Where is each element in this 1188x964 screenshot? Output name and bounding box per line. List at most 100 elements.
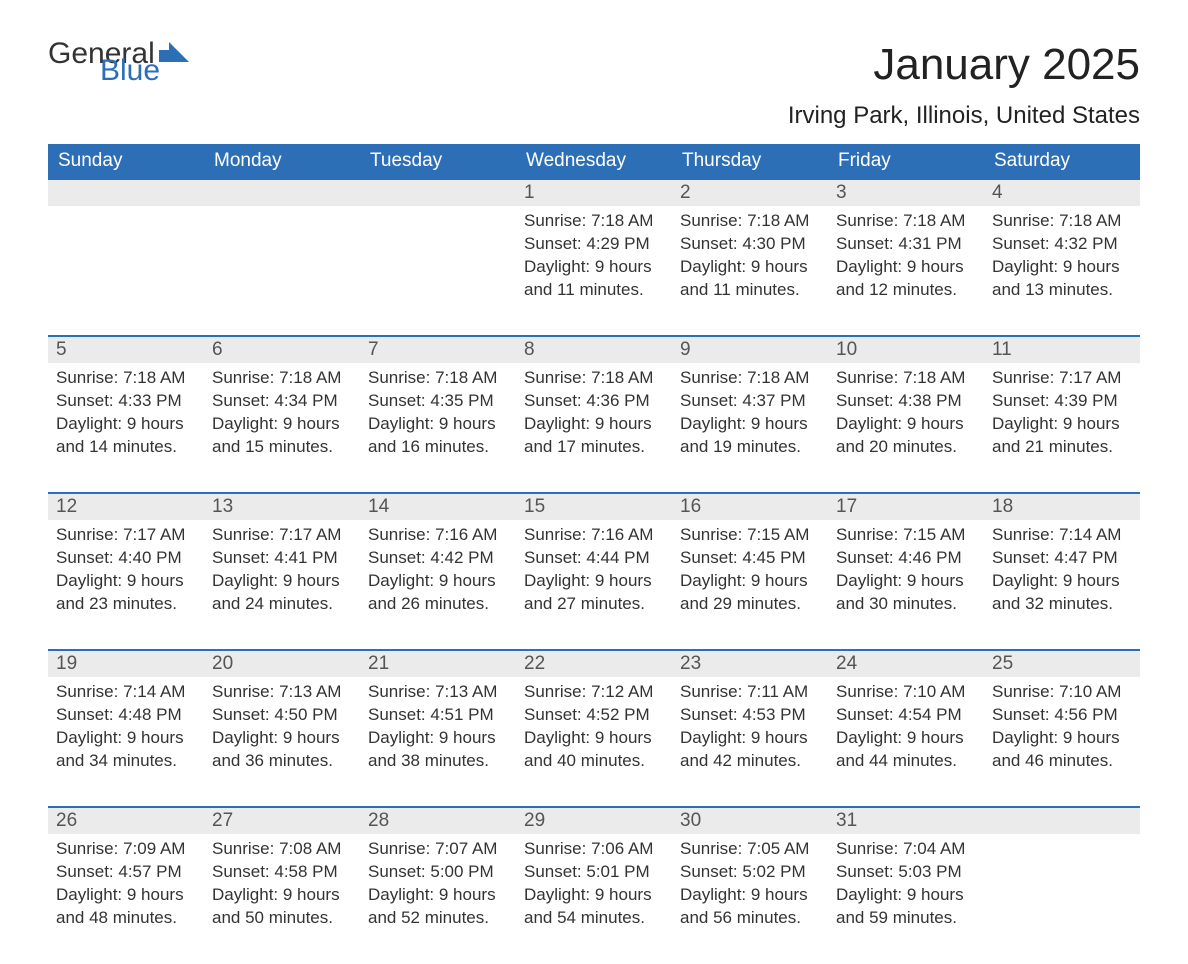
day-content-cell: Sunrise: 7:09 AMSunset: 4:57 PMDaylight:… — [48, 834, 204, 964]
day-content-cell: Sunrise: 7:11 AMSunset: 4:53 PMDaylight:… — [672, 677, 828, 807]
day-number-cell: 21 — [360, 650, 516, 677]
day-number: 11 — [992, 339, 1012, 360]
daylight-line: Daylight: 9 hours and 50 minutes. — [212, 884, 352, 930]
day-number-cell: 8 — [516, 336, 672, 363]
weekday-header-row: SundayMondayTuesdayWednesdayThursdayFrid… — [48, 144, 1140, 179]
daylight-line: Daylight: 9 hours and 16 minutes. — [368, 413, 508, 459]
sunrise-line: Sunrise: 7:07 AM — [368, 838, 508, 861]
sunrise-line: Sunrise: 7:18 AM — [680, 210, 820, 233]
sunrise-line: Sunrise: 7:18 AM — [524, 367, 664, 390]
daylight-line: Daylight: 9 hours and 38 minutes. — [368, 727, 508, 773]
sunrise-line: Sunrise: 7:18 AM — [680, 367, 820, 390]
daylight-line: Daylight: 9 hours and 34 minutes. — [56, 727, 196, 773]
daylight-line: Daylight: 9 hours and 19 minutes. — [680, 413, 820, 459]
day-number: 31 — [836, 810, 857, 831]
day-content-cell: Sunrise: 7:17 AMSunset: 4:41 PMDaylight:… — [204, 520, 360, 650]
day-number-cell: 13 — [204, 493, 360, 520]
sunrise-line: Sunrise: 7:17 AM — [56, 524, 196, 547]
sunset-line: Sunset: 4:35 PM — [368, 390, 508, 413]
sunset-line: Sunset: 5:02 PM — [680, 861, 820, 884]
daylight-line: Daylight: 9 hours and 29 minutes. — [680, 570, 820, 616]
sunset-line: Sunset: 4:44 PM — [524, 547, 664, 570]
daylight-line: Daylight: 9 hours and 44 minutes. — [836, 727, 976, 773]
sunrise-line: Sunrise: 7:04 AM — [836, 838, 976, 861]
daylight-line: Daylight: 9 hours and 17 minutes. — [524, 413, 664, 459]
calendar-body: 1234Sunrise: 7:18 AMSunset: 4:29 PMDayli… — [48, 179, 1140, 964]
daylight-line: Daylight: 9 hours and 46 minutes. — [992, 727, 1132, 773]
brand-logo: General Blue — [48, 40, 189, 84]
day-content-cell: Sunrise: 7:18 AMSunset: 4:30 PMDaylight:… — [672, 206, 828, 336]
weekday-header: Friday — [828, 144, 984, 179]
day-number-cell: 15 — [516, 493, 672, 520]
sunrise-line: Sunrise: 7:06 AM — [524, 838, 664, 861]
day-content-cell — [984, 834, 1140, 964]
day-number-cell: 17 — [828, 493, 984, 520]
sunrise-line: Sunrise: 7:14 AM — [992, 524, 1132, 547]
day-number: 12 — [56, 496, 77, 517]
daynum-row: 567891011 — [48, 336, 1140, 363]
day-number: 6 — [212, 339, 223, 360]
daylight-line: Daylight: 9 hours and 12 minutes. — [836, 256, 976, 302]
weekday-header: Saturday — [984, 144, 1140, 179]
daylight-line: Daylight: 9 hours and 56 minutes. — [680, 884, 820, 930]
sunset-line: Sunset: 4:47 PM — [992, 547, 1132, 570]
sunrise-line: Sunrise: 7:12 AM — [524, 681, 664, 704]
day-number-cell: 22 — [516, 650, 672, 677]
day-content-cell: Sunrise: 7:17 AMSunset: 4:39 PMDaylight:… — [984, 363, 1140, 493]
sunset-line: Sunset: 4:53 PM — [680, 704, 820, 727]
daylight-line: Daylight: 9 hours and 21 minutes. — [992, 413, 1132, 459]
day-content-cell: Sunrise: 7:18 AMSunset: 4:37 PMDaylight:… — [672, 363, 828, 493]
day-content-cell: Sunrise: 7:18 AMSunset: 4:36 PMDaylight:… — [516, 363, 672, 493]
day-number-cell: 6 — [204, 336, 360, 363]
day-number-cell: 20 — [204, 650, 360, 677]
daylight-line: Daylight: 9 hours and 11 minutes. — [524, 256, 664, 302]
sunrise-line: Sunrise: 7:10 AM — [992, 681, 1132, 704]
sunset-line: Sunset: 5:01 PM — [524, 861, 664, 884]
sunset-line: Sunset: 4:42 PM — [368, 547, 508, 570]
content-row: Sunrise: 7:14 AMSunset: 4:48 PMDaylight:… — [48, 677, 1140, 807]
day-content-cell: Sunrise: 7:14 AMSunset: 4:48 PMDaylight:… — [48, 677, 204, 807]
day-number-cell — [204, 179, 360, 206]
sunset-line: Sunset: 4:56 PM — [992, 704, 1132, 727]
day-number-cell: 11 — [984, 336, 1140, 363]
sunrise-line: Sunrise: 7:18 AM — [368, 367, 508, 390]
day-number: 16 — [680, 496, 701, 517]
calendar-table: SundayMondayTuesdayWednesdayThursdayFrid… — [48, 144, 1140, 964]
day-content-cell — [204, 206, 360, 336]
sunset-line: Sunset: 4:36 PM — [524, 390, 664, 413]
day-content-cell: Sunrise: 7:16 AMSunset: 4:44 PMDaylight:… — [516, 520, 672, 650]
day-number: 5 — [56, 339, 67, 360]
day-number: 26 — [56, 810, 77, 831]
day-number-cell: 19 — [48, 650, 204, 677]
day-number: 1 — [524, 182, 535, 203]
day-content-cell: Sunrise: 7:12 AMSunset: 4:52 PMDaylight:… — [516, 677, 672, 807]
daylight-line: Daylight: 9 hours and 20 minutes. — [836, 413, 976, 459]
day-number-cell: 31 — [828, 807, 984, 834]
day-content-cell: Sunrise: 7:18 AMSunset: 4:31 PMDaylight:… — [828, 206, 984, 336]
sunrise-line: Sunrise: 7:18 AM — [836, 367, 976, 390]
day-number: 28 — [368, 810, 389, 831]
daylight-line: Daylight: 9 hours and 42 minutes. — [680, 727, 820, 773]
sunrise-line: Sunrise: 7:11 AM — [680, 681, 820, 704]
day-content-cell: Sunrise: 7:13 AMSunset: 4:50 PMDaylight:… — [204, 677, 360, 807]
content-row: Sunrise: 7:09 AMSunset: 4:57 PMDaylight:… — [48, 834, 1140, 964]
day-number-cell: 28 — [360, 807, 516, 834]
day-number-cell: 1 — [516, 179, 672, 206]
day-content-cell: Sunrise: 7:05 AMSunset: 5:02 PMDaylight:… — [672, 834, 828, 964]
weekday-header: Tuesday — [360, 144, 516, 179]
sunrise-line: Sunrise: 7:14 AM — [56, 681, 196, 704]
day-number-cell: 14 — [360, 493, 516, 520]
day-content-cell: Sunrise: 7:15 AMSunset: 4:46 PMDaylight:… — [828, 520, 984, 650]
sunrise-line: Sunrise: 7:18 AM — [212, 367, 352, 390]
weekday-header: Sunday — [48, 144, 204, 179]
sunrise-line: Sunrise: 7:16 AM — [524, 524, 664, 547]
content-row: Sunrise: 7:18 AMSunset: 4:29 PMDaylight:… — [48, 206, 1140, 336]
sunrise-line: Sunrise: 7:15 AM — [680, 524, 820, 547]
content-row: Sunrise: 7:17 AMSunset: 4:40 PMDaylight:… — [48, 520, 1140, 650]
day-number-cell: 18 — [984, 493, 1140, 520]
day-number: 20 — [212, 653, 233, 674]
daylight-line: Daylight: 9 hours and 36 minutes. — [212, 727, 352, 773]
daylight-line: Daylight: 9 hours and 14 minutes. — [56, 413, 196, 459]
day-number: 21 — [368, 653, 389, 674]
day-number: 14 — [368, 496, 389, 517]
